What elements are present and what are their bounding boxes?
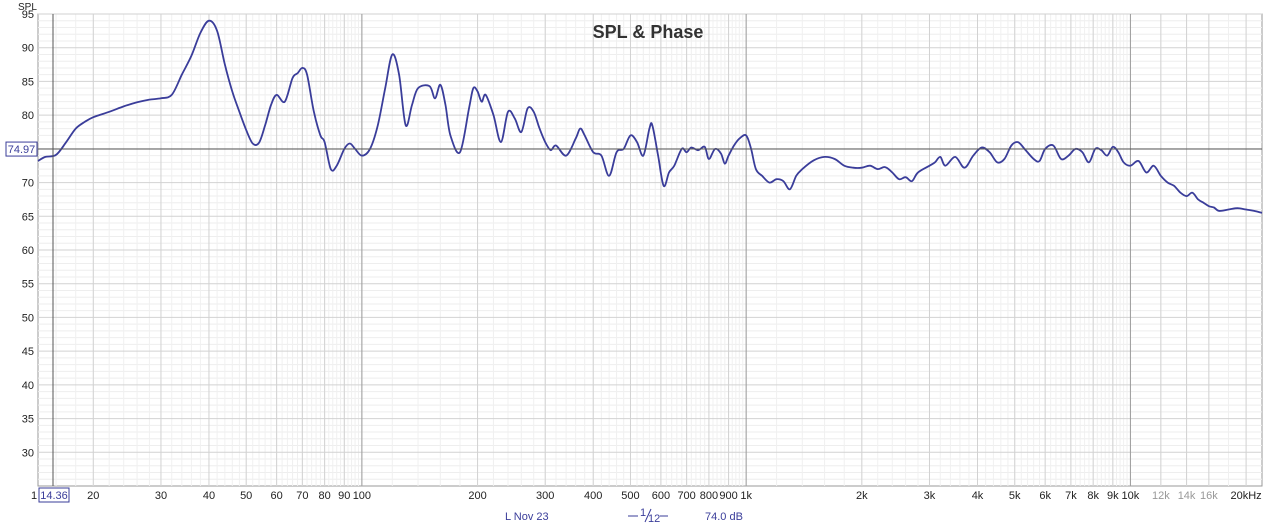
x-tick-label: 4k: [972, 490, 984, 502]
y-tick-label: 90: [22, 43, 34, 55]
x-tick-label: 200: [468, 490, 486, 502]
y-tick-label: 60: [22, 245, 34, 257]
x-tick-label: 600: [652, 490, 670, 502]
x-tick-label: 60: [271, 490, 283, 502]
x-tick-label: 800: [700, 490, 718, 502]
y-tick-label: 45: [22, 346, 34, 358]
x-tick-label: 400: [584, 490, 602, 502]
x-tick-label: 2k: [856, 490, 868, 502]
smoothing-numerator: 1: [640, 507, 646, 519]
chart-title: SPL & Phase: [593, 22, 704, 42]
x-tick-label: 3k: [924, 490, 936, 502]
smoothing-control[interactable]: 1 12: [628, 507, 668, 525]
level-readout: 74.0 dB: [705, 511, 743, 523]
x-tick-label: 20kHz: [1231, 490, 1262, 502]
cursor-x-readout-box: [38, 487, 70, 503]
x-tick-label: 1k: [740, 490, 752, 502]
y-tick-label: 85: [22, 76, 34, 88]
y-tick-label: 55: [22, 279, 34, 291]
grid-major: [38, 13, 1262, 486]
x-tick-label: 30: [155, 490, 167, 502]
x-tick-label: 7k: [1065, 490, 1077, 502]
x-tick-label: 16k: [1200, 490, 1218, 502]
measurement-name[interactable]: L Nov 23: [505, 511, 549, 523]
cursor-y-readout: 74.97: [8, 144, 36, 156]
x-tick-label: 14k: [1178, 490, 1196, 502]
y-tick-label: 70: [22, 178, 34, 190]
x-tick-label: 70: [296, 490, 308, 502]
spl-curve: [37, 19, 1263, 214]
x-tick-label: 12k: [1152, 490, 1170, 502]
smoothing-denominator: 12: [648, 513, 660, 525]
x-axis-ticks: 20 30 40 50 60 70 80 90 100 200 300 400 500 600 700 800…: [31, 490, 1262, 502]
x-tick-label: 90: [338, 490, 350, 502]
x-tick-label: 6k: [1039, 490, 1051, 502]
x-tick-label: 100: [353, 490, 371, 502]
x-tick-label: 9k: [1107, 490, 1119, 502]
x-tick-label: 300: [536, 490, 554, 502]
x-tick-label: 8k: [1087, 490, 1099, 502]
y-tick-label: 80: [22, 110, 34, 122]
x-tick-label: 40: [203, 490, 215, 502]
x-tick-label: 700: [677, 490, 695, 502]
footer-bar: L Nov 23 1 12 74.0 dB: [505, 507, 743, 525]
y-tick-label: 40: [22, 380, 34, 392]
cursor[interactable]: 74.97 14.36: [5, 14, 1262, 503]
x-tick-label: 500: [621, 490, 639, 502]
cursor-x-readout: 14.36: [40, 490, 68, 502]
x-tick-label: 5k: [1009, 490, 1021, 502]
x-tick-label: 20: [87, 490, 99, 502]
x-tick-label: 80: [319, 490, 331, 502]
series-layer: [37, 19, 1263, 214]
y-tick-label: 50: [22, 312, 34, 324]
x-tick-label: 900: [719, 490, 737, 502]
smoothing-slash: [644, 508, 652, 523]
x-start-label: 1: [31, 490, 37, 502]
y-tick-label: 95: [22, 9, 34, 21]
y-axis-ticks: 9590858075706560555045403530: [22, 9, 34, 459]
y-tick-label: 30: [22, 447, 34, 459]
x-tick-label: 10k: [1122, 490, 1140, 502]
y-tick-label: 65: [22, 211, 34, 223]
y-tick-label: 35: [22, 414, 34, 426]
cursor-y-readout-box: [5, 141, 38, 157]
x-tick-label: 50: [240, 490, 252, 502]
y-axis-label: SPL: [18, 2, 37, 13]
